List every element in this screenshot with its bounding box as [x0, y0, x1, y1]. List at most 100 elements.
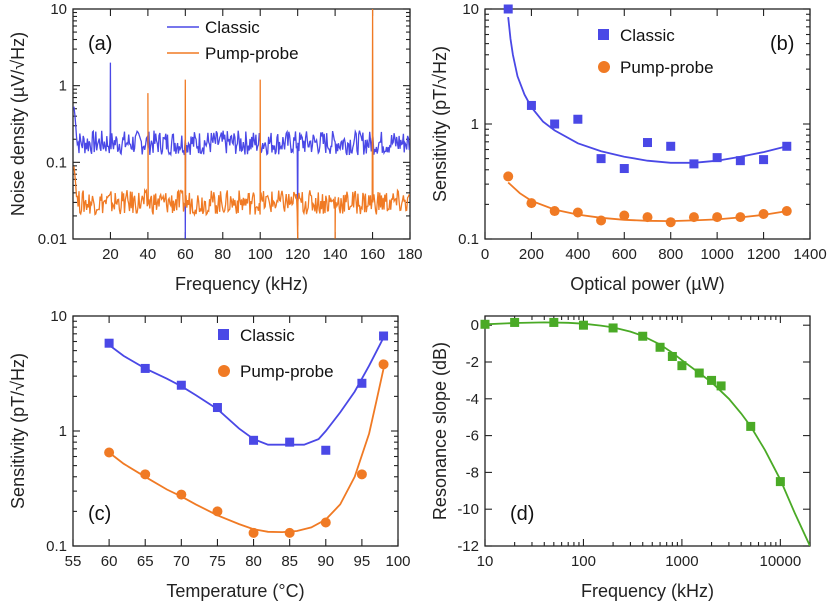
data-point-square	[677, 361, 687, 371]
legend-circle	[218, 365, 230, 377]
legend-circle	[598, 61, 610, 73]
fit-line	[108, 368, 385, 534]
data-point-circle	[212, 506, 223, 517]
data-point-square	[285, 437, 295, 447]
panel-a: 20 40 60 80 100 120 140 160 180 0.01 0.1 1 10 Frequen…	[8, 1, 423, 294]
y-tick-label: 0.1	[46, 154, 67, 171]
legend-label: Classic	[205, 18, 260, 37]
x-tick-label: 200	[519, 246, 544, 263]
data-point-square	[510, 317, 520, 327]
data-point-square	[212, 403, 222, 413]
x-tick-label: 90	[317, 553, 334, 570]
data-point-square	[596, 154, 606, 164]
data-point-square	[578, 320, 588, 330]
data-point-square	[503, 4, 513, 14]
y-tick-label: 0.01	[38, 231, 67, 248]
data-point-square	[140, 363, 150, 373]
data-point-square	[707, 375, 717, 385]
plot-frame	[72, 8, 411, 240]
data-point-square	[176, 380, 186, 390]
x-tick-label: 10000	[760, 553, 802, 570]
x-tick-label: 85	[281, 553, 298, 570]
legend-square	[218, 329, 229, 340]
data-point-square	[782, 141, 792, 151]
y-tick-label: 10	[50, 1, 67, 18]
data-point-circle	[284, 527, 295, 538]
data-point-square	[746, 421, 756, 431]
data-point-circle	[735, 212, 746, 223]
x-tick-label: 80	[214, 246, 231, 263]
x-tick-label: 400	[565, 246, 590, 263]
panel-label: (c)	[88, 503, 111, 525]
data-point-circle	[781, 206, 792, 217]
data-point-circle	[642, 212, 653, 223]
x-tick-label: 0	[481, 246, 489, 263]
legend-label: Pump-probe	[205, 44, 299, 63]
data-point-square	[608, 323, 618, 333]
y-tick-label: 0.1	[458, 231, 479, 248]
data-point-square	[357, 378, 367, 388]
data-point-square	[321, 445, 331, 455]
x-tick-label: 75	[209, 553, 226, 570]
data-point-square	[712, 153, 722, 163]
legend-square	[598, 29, 609, 40]
x-tick-label: 55	[65, 553, 82, 570]
data-point-square	[655, 342, 665, 352]
data-point-square	[643, 138, 652, 148]
x-tick-label: 800	[658, 246, 683, 263]
data-point-circle	[712, 212, 723, 223]
y-axis-label: Noise density (µV/√Hz)	[8, 32, 28, 216]
data-point-square	[689, 159, 699, 169]
data-point-square	[249, 435, 259, 445]
panel-label: (a)	[88, 33, 112, 55]
x-tick-label: 95	[354, 553, 371, 570]
y-axis-label: Sensitivity (pT/√Hz)	[430, 46, 450, 202]
data-point-circle	[248, 527, 259, 538]
x-axis-label: Optical power (µW)	[570, 274, 724, 294]
data-point-circle	[104, 447, 115, 458]
y-tick-label: -6	[466, 428, 479, 445]
plot-area	[73, 9, 410, 239]
y-tick-label: -2	[466, 354, 479, 371]
x-tick-label: 60	[177, 246, 194, 263]
y-tick-label: 10	[50, 308, 67, 325]
x-tick-label: 20	[102, 246, 119, 263]
data-point-square	[549, 317, 559, 327]
x-tick-label: 65	[137, 553, 154, 570]
x-tick-label: 80	[245, 553, 262, 570]
legend-label: Pump-probe	[620, 58, 714, 77]
x-tick-label: 10	[477, 553, 494, 570]
data-point-circle	[758, 208, 769, 219]
data-point-circle	[572, 207, 583, 218]
x-tick-label: 600	[612, 246, 637, 263]
data-point-square	[666, 141, 676, 151]
data-point-circle	[665, 217, 676, 228]
x-tick-label: 70	[173, 553, 190, 570]
data-point-square	[550, 119, 560, 129]
y-tick-label: 1	[59, 78, 67, 95]
x-tick-label: 60	[101, 553, 118, 570]
data-point-circle	[176, 489, 187, 500]
data-point-circle	[320, 517, 331, 528]
data-point-square	[694, 368, 704, 378]
x-axis-label: Frequency (kHz)	[581, 581, 714, 601]
y-tick-label: -8	[466, 464, 479, 481]
panel-label: (b)	[770, 33, 794, 55]
y-axis-label: Sensitivity (pT/√Hz)	[8, 353, 28, 509]
series-trace-classic	[73, 62, 410, 239]
panel-b: 0 200 400 600 800 1000 1200 1400 0.1 1 10 Optical p…	[430, 1, 827, 294]
plot-area	[507, 17, 788, 223]
x-tick-label: 40	[140, 246, 157, 263]
legend-label: Classic	[240, 326, 295, 345]
plot-frame	[72, 315, 399, 547]
data-point-circle	[549, 206, 560, 217]
y-tick-label: 1	[471, 116, 479, 133]
panel-label: (d)	[510, 503, 534, 525]
legend-label: Pump-probe	[240, 362, 334, 381]
data-point-square	[573, 114, 583, 124]
x-axis-label: Frequency (kHz)	[175, 274, 308, 294]
data-point-square	[526, 100, 536, 110]
series-trace-pump-probe	[73, 9, 410, 239]
data-point-square	[104, 338, 114, 348]
legend-label: Classic	[620, 26, 675, 45]
